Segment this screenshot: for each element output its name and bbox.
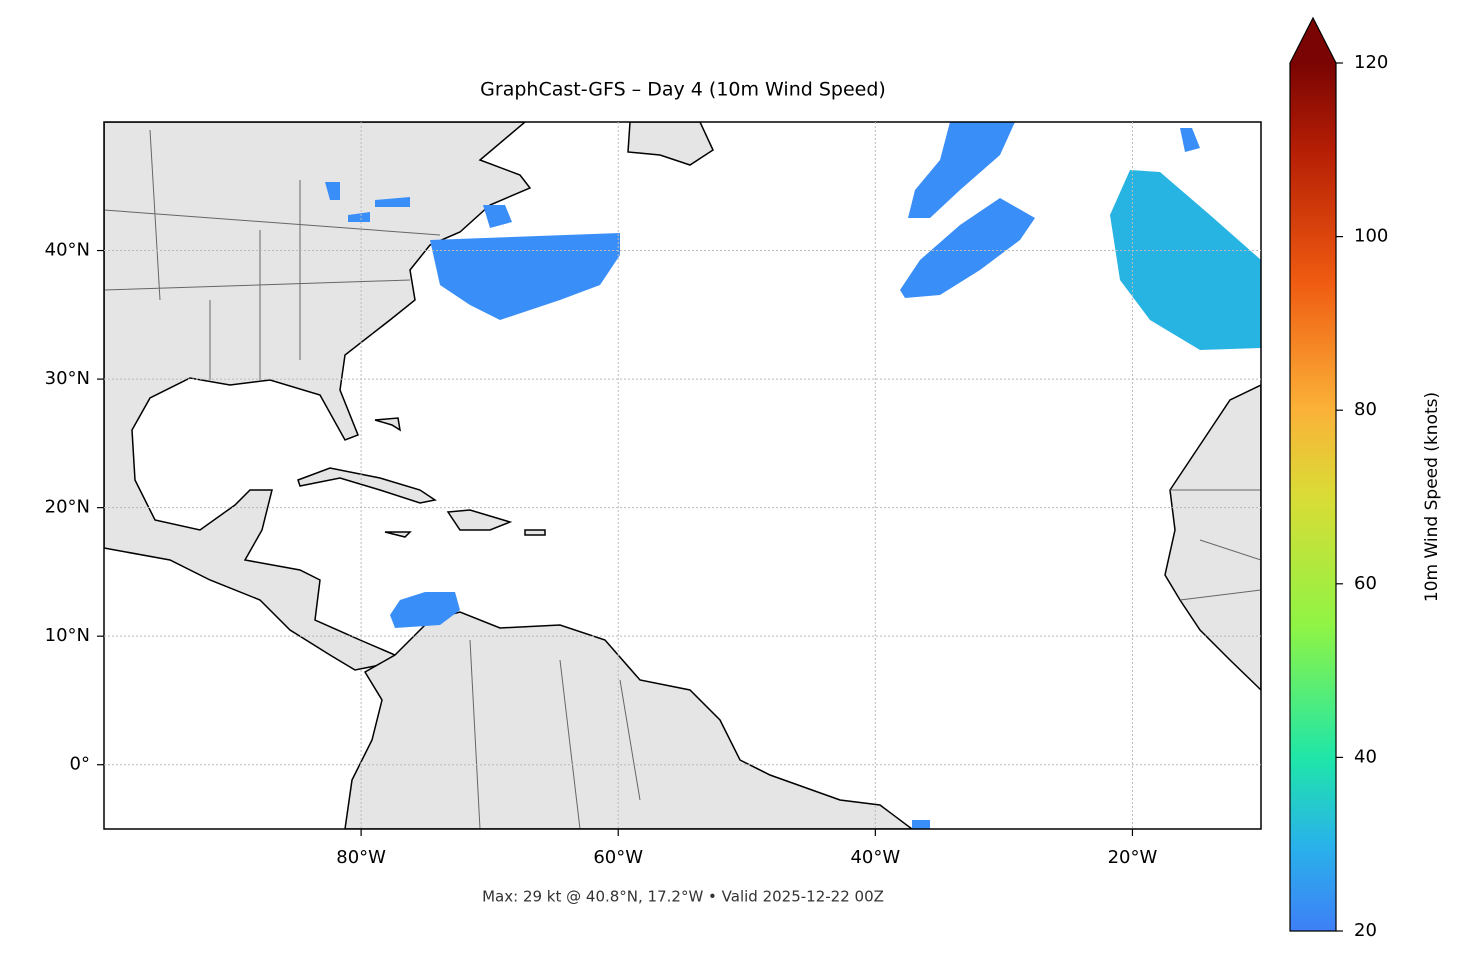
newfoundland [627,122,714,166]
wind-area [908,122,1015,218]
jamaica [384,531,412,538]
colorbar-extend [1290,18,1336,63]
y-tick-label: 10°N [45,625,90,646]
north-america [104,122,532,671]
y-tick-label: 30°N [45,368,90,389]
colorbar-tick-label: 80 [1354,399,1377,420]
map-frame [103,121,1262,830]
x-tick-label: 60°W [593,847,643,868]
borders [104,129,1261,829]
colorbar-tick-label: 100 [1354,226,1388,247]
wind-area [430,233,620,320]
map [104,122,1261,829]
x-tick-label: 20°W [1108,847,1158,868]
colorbar [1290,63,1336,931]
colorbar-tick-label: 40 [1354,746,1377,767]
footnote: Max: 29 kt @ 40.8°N, 17.2°W • Valid 2025… [482,888,884,906]
south-america [344,611,914,829]
wind-area [390,592,460,628]
africa [1164,384,1261,692]
wind-area [483,205,512,228]
y-tick-label: 0° [70,754,90,775]
colorbar-label: 10m Wind Speed (knots) [1422,392,1442,602]
chart-title: GraphCast-GFS – Day 4 (10m Wind Speed) [480,79,886,101]
wind-area [1110,170,1261,350]
bahamas [374,417,402,432]
colorbar-frame [1289,16,1337,932]
hispaniola [446,509,513,531]
cuba [297,467,437,504]
puerto-rico [524,529,546,536]
y-tick-label: 40°N [45,240,90,261]
x-tick-label: 80°W [336,847,386,868]
wind-area [900,198,1035,298]
colorbar-tick-label: 20 [1354,920,1377,941]
x-tick-label: 40°W [850,847,900,868]
y-tick-label: 20°N [45,497,90,518]
wind-area [1180,128,1200,152]
colorbar-tick-label: 60 [1354,573,1377,594]
colorbar-tick-label: 120 [1354,52,1388,73]
